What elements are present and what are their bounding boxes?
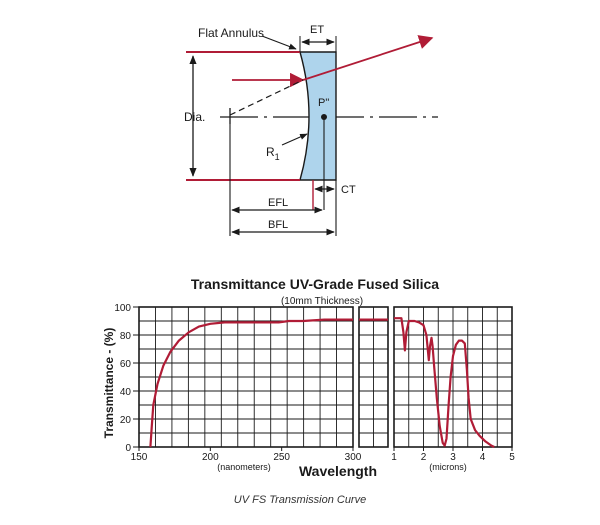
y-axis-ticks: 0 20 40 60 80 100 <box>114 303 139 454</box>
figure-caption: UV FS Transmission Curve <box>233 494 367 506</box>
x-tick-label: 250 <box>273 452 290 463</box>
x-tick-label: 300 <box>345 452 362 463</box>
x-tick-label: 5 <box>509 452 515 463</box>
virtual-ray-extension <box>229 79 304 116</box>
chart-title: Transmittance UV-Grade Fused Silica <box>191 276 439 292</box>
transmittance-series-line <box>149 318 353 448</box>
outgoing-ray <box>302 35 434 81</box>
y-tick-label: 40 <box>120 387 132 398</box>
x-tick-label: 4 <box>480 452 486 463</box>
r1-leader <box>281 133 308 146</box>
efl-label: EFL <box>268 197 288 209</box>
lens-diagram: Flat Annulus ET Dia. P" R1 CT EFL BFL <box>184 24 438 236</box>
x-tick-label: 1 <box>391 452 397 463</box>
y-tick-label: 100 <box>114 303 131 314</box>
y-axis-label: Transmittance - (%) <box>102 328 116 439</box>
ct-label: CT <box>341 184 356 196</box>
chart-panel-nanometers: 150 200 250 300 <box>131 306 362 463</box>
r1-label: R1 <box>266 145 280 162</box>
x-tick-label: 150 <box>131 452 148 463</box>
chart-subtitle: (10mm Thickness) <box>281 296 363 307</box>
flat-annulus-label: Flat Annulus <box>198 26 264 40</box>
panel-frame <box>358 306 389 448</box>
transmittance-chart: Transmittance UV-Grade Fused Silica (10m… <box>102 276 515 479</box>
x-unit-microns: (microns) <box>429 462 467 472</box>
x-tick-label: 2 <box>421 452 427 463</box>
et-label: ET <box>310 24 324 36</box>
flat-annulus-leader <box>261 35 297 50</box>
chart-panel-microns: 1 2 3 4 5 <box>391 306 515 463</box>
x-tick-label: 200 <box>202 452 219 463</box>
dia-label: Dia. <box>184 110 205 124</box>
chart-panel-break <box>358 306 389 448</box>
transmittance-series-line <box>394 317 495 448</box>
y-tick-label: 80 <box>120 331 132 342</box>
bfl-label: BFL <box>268 219 288 231</box>
y-tick-label: 60 <box>120 359 132 370</box>
x-tick-label: 3 <box>450 452 456 463</box>
y-tick-label: 20 <box>120 415 132 426</box>
panel-frame <box>138 306 354 448</box>
x-axis-label: Wavelength <box>299 463 377 479</box>
y-tick-label: 0 <box>125 443 131 454</box>
x-unit-nanometers: (nanometers) <box>217 462 271 472</box>
principal-point-label: P" <box>318 97 329 109</box>
lens-body <box>299 51 337 181</box>
